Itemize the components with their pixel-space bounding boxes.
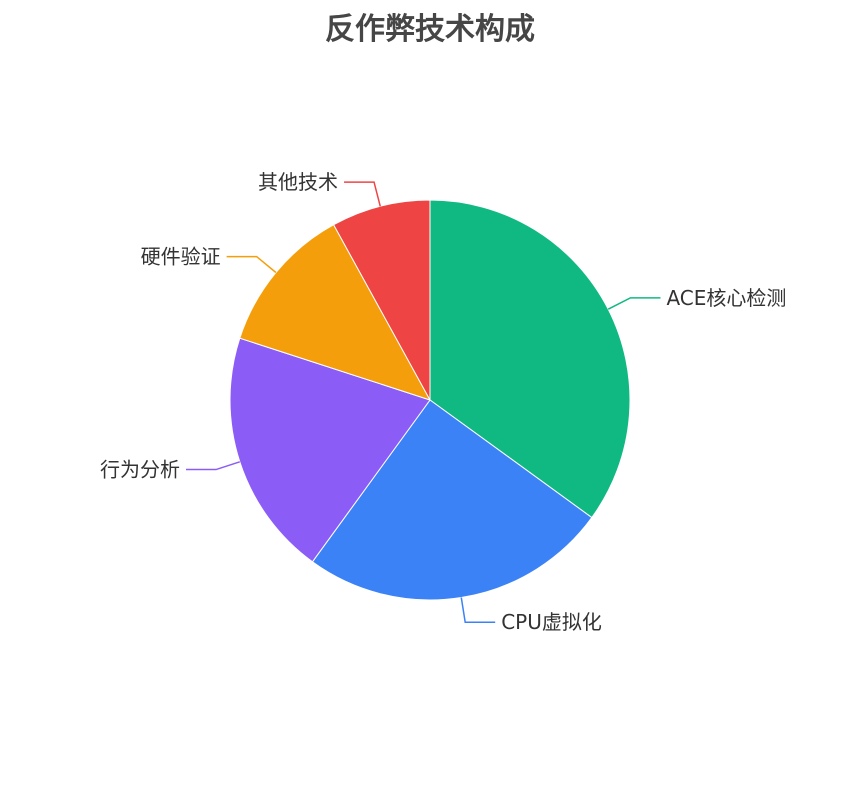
leader-line	[186, 461, 241, 471]
slice-label: CPU虚拟化	[501, 610, 602, 634]
slice-label: 行为分析	[100, 458, 180, 482]
leader-line	[460, 597, 496, 623]
pie-slice[interactable]	[239, 224, 432, 401]
slice-label: 硬件验证	[141, 245, 221, 269]
leader-line	[226, 255, 277, 274]
pie-slice[interactable]	[311, 399, 593, 601]
slice-label: 其他技术	[258, 170, 338, 194]
leader-line	[344, 181, 381, 207]
leader-line	[607, 297, 661, 310]
pie-slice[interactable]	[429, 199, 631, 519]
slice-label: ACE核心检测	[666, 286, 786, 310]
pie-slice[interactable]	[229, 337, 431, 563]
pie-slice[interactable]	[332, 199, 431, 401]
chart-title: 反作弊技术构成	[325, 12, 535, 47]
